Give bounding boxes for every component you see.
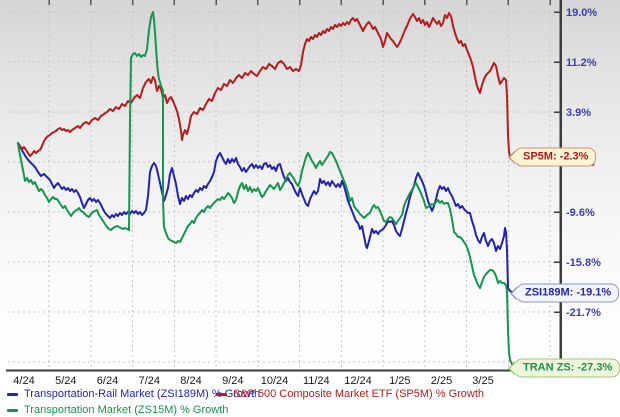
x-tick-label: 4/24 xyxy=(13,375,34,387)
y-tick-label: -21.7% xyxy=(566,307,601,319)
sp500-legend-label: S&P 500 Composite Market ETF (SP5M) % Gr… xyxy=(233,388,485,400)
transportation-legend-swatch xyxy=(7,408,18,412)
x-tick-label: 8/24 xyxy=(180,375,201,387)
x-tick-label: 12/24 xyxy=(344,375,372,387)
y-tick-label: -9.6% xyxy=(566,207,595,219)
sp500-legend-swatch xyxy=(216,392,227,396)
rail-legend-swatch xyxy=(7,392,18,396)
legend-item-sp500: S&P 500 Composite Market ETF (SP5M) % Gr… xyxy=(216,388,484,400)
legend-item-rail-market: Transportation-Rail Market (ZSI189M) % G… xyxy=(7,388,260,400)
rail-legend-label: Transportation-Rail Market (ZSI189M) % G… xyxy=(24,388,261,400)
series-line-sp5m xyxy=(17,12,515,158)
y-tick-label: 3.9% xyxy=(566,107,591,119)
y-tick-label: 19.0% xyxy=(566,7,597,19)
x-tick-label: 11/24 xyxy=(303,375,330,387)
x-tick-label: 7/24 xyxy=(139,375,160,387)
sp5m-value-badge: SP5M: -2.3% xyxy=(514,147,597,167)
x-tick-label: 5/24 xyxy=(55,375,76,387)
x-tick-label: 1/25 xyxy=(389,375,410,387)
series-line-tran-zs xyxy=(17,11,515,367)
zsi189m-value-badge: ZSI189M: -19.1% xyxy=(516,283,620,303)
x-tick-label: 6/24 xyxy=(97,375,118,387)
series-line-zsi189m xyxy=(17,142,516,293)
y-tick-label: -15.8% xyxy=(566,257,601,269)
y-tick-label: 11.2% xyxy=(566,57,597,69)
x-tick-label: 2/25 xyxy=(431,375,452,387)
transportation-legend-label: Transportation Market (ZS15M) % Growth xyxy=(24,404,229,416)
x-tick-label: 10/24 xyxy=(261,375,289,387)
tranzs-value-badge: TRAN ZS: -27.3% xyxy=(514,358,620,378)
x-tick-label: 9/24 xyxy=(222,375,243,387)
x-tick-label: 3/25 xyxy=(472,375,493,387)
legend-item-transportation-market: Transportation Market (ZS15M) % Growth xyxy=(7,404,228,416)
